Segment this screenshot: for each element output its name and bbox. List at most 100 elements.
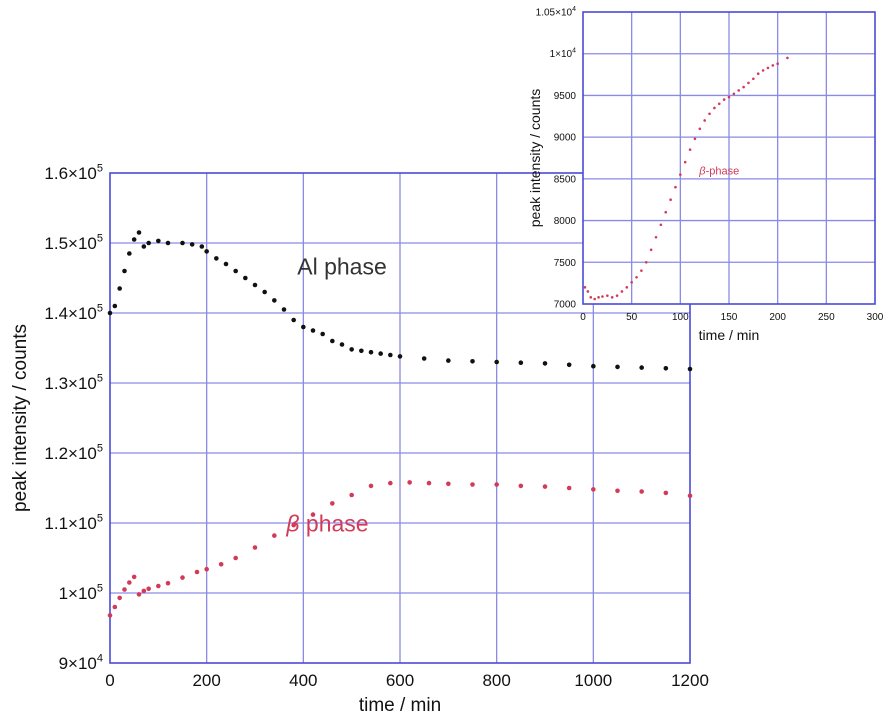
main-data-point	[127, 251, 132, 256]
main-y-tick-label: 1.1×105	[44, 512, 103, 533]
main-x-tick-label: 1000	[574, 671, 612, 690]
main-data-point	[233, 555, 238, 561]
main-y-tick-label: 1×105	[59, 582, 103, 603]
main-x-tick-label: 400	[289, 671, 317, 690]
main-data-point	[310, 512, 316, 517]
inset-data-point	[683, 160, 687, 164]
main-data-point	[687, 366, 693, 372]
inset-y-tick-label: 9500	[554, 91, 577, 102]
inset-data-point	[679, 173, 682, 176]
main-data-point	[272, 533, 277, 538]
main-data-point	[218, 562, 224, 567]
main-data-point	[359, 348, 364, 354]
main-data-point	[165, 240, 171, 246]
main-data-point	[591, 487, 596, 492]
main-data-point	[122, 587, 127, 592]
inset-y-tick-label: 8000	[554, 216, 577, 227]
main-data-point	[272, 298, 277, 303]
inset-data-point	[698, 127, 702, 131]
inset-data-point	[732, 92, 736, 96]
inset-data-point	[727, 95, 731, 99]
main-data-point	[470, 359, 475, 364]
inset-data-point	[722, 98, 726, 101]
inset-data-point	[737, 89, 741, 92]
main-data-point	[494, 482, 499, 487]
main-data-point	[397, 354, 403, 359]
main-data-point	[687, 493, 693, 499]
inset-x-tick-label: 0	[580, 312, 586, 323]
main-data-point	[194, 569, 200, 575]
inset-data-point	[610, 296, 614, 299]
main-data-point	[112, 303, 118, 309]
main-data-point	[223, 261, 229, 267]
main-x-axis-title: time / min	[359, 695, 441, 715]
main-data-point	[518, 483, 524, 489]
main-data-point	[127, 580, 132, 585]
main-data-point	[146, 240, 151, 246]
main-data-point	[117, 286, 122, 291]
inset-data-point	[674, 185, 677, 189]
inset-data-point	[747, 81, 750, 85]
main-frame	[109, 172, 691, 664]
main-data-point	[112, 604, 118, 610]
main-series-1	[107, 480, 693, 618]
main-data-point	[639, 489, 644, 494]
main-data-point	[180, 575, 185, 580]
main-data-point	[320, 331, 325, 337]
main-data-point	[243, 275, 248, 281]
main-annotation: β phase	[285, 510, 368, 536]
inset-x-tick-label: 150	[721, 312, 738, 323]
main-data-point	[146, 586, 151, 592]
inset-x-tick-label: 250	[818, 312, 835, 323]
main-data-point	[156, 583, 161, 589]
inset-data-point	[606, 294, 609, 297]
main-data-point	[518, 360, 524, 366]
main-data-point	[204, 249, 209, 254]
main-x-tick-label: 0	[105, 671, 114, 690]
main-y-tick-label: 1.6×105	[44, 162, 103, 183]
inset-data-point	[703, 119, 706, 122]
inset-data-point	[752, 77, 755, 81]
inset-x-tick-label: 200	[769, 312, 786, 323]
main-data-point	[421, 356, 427, 361]
main-data-point	[663, 366, 669, 371]
main-data-point	[566, 485, 572, 491]
main-y-tick-label: 1.2×105	[44, 442, 103, 463]
inset-data-point	[649, 248, 653, 252]
inset-annotation: β-phase	[698, 166, 739, 178]
main-data-point	[131, 237, 137, 242]
main-data-point	[281, 307, 287, 312]
inset-data-point	[620, 290, 624, 293]
main-data-point	[252, 545, 258, 550]
main-data-point	[291, 522, 296, 528]
main-data-point	[136, 592, 142, 597]
main-data-point	[388, 480, 393, 486]
main-data-point	[136, 230, 142, 235]
inset-data-point	[654, 235, 658, 239]
inset-data-point	[761, 69, 765, 72]
inset-data-point	[717, 102, 721, 106]
inset-y-tick-label: 8500	[554, 174, 577, 185]
inset-x-tick-label: 50	[626, 312, 638, 323]
inset-y-axis-title: peak intensity / counts	[527, 89, 543, 228]
main-x-tick-label: 200	[192, 671, 220, 690]
main-data-point	[591, 363, 596, 369]
inset-data-point	[713, 106, 716, 110]
inset-data-point	[742, 85, 745, 89]
main-data-point	[199, 244, 205, 249]
inset-frame	[582, 11, 876, 305]
main-data-point	[141, 244, 147, 249]
main-x-tick-label: 800	[482, 671, 510, 690]
inset-data-point	[597, 296, 600, 299]
main-x-tick-label: 1200	[671, 671, 709, 690]
inset-y-tick-label: 7500	[554, 258, 577, 269]
main-y-tick-label: 1.5×105	[44, 232, 103, 253]
main-data-point	[378, 351, 383, 356]
inset-data-point	[669, 198, 672, 202]
inset-y-tick-label: 1×104	[550, 48, 577, 61]
main-data-point	[407, 480, 412, 485]
main-data-point	[107, 613, 113, 618]
main-data-point	[426, 480, 432, 486]
main-data-point	[233, 268, 238, 274]
main-data-point	[349, 492, 354, 498]
